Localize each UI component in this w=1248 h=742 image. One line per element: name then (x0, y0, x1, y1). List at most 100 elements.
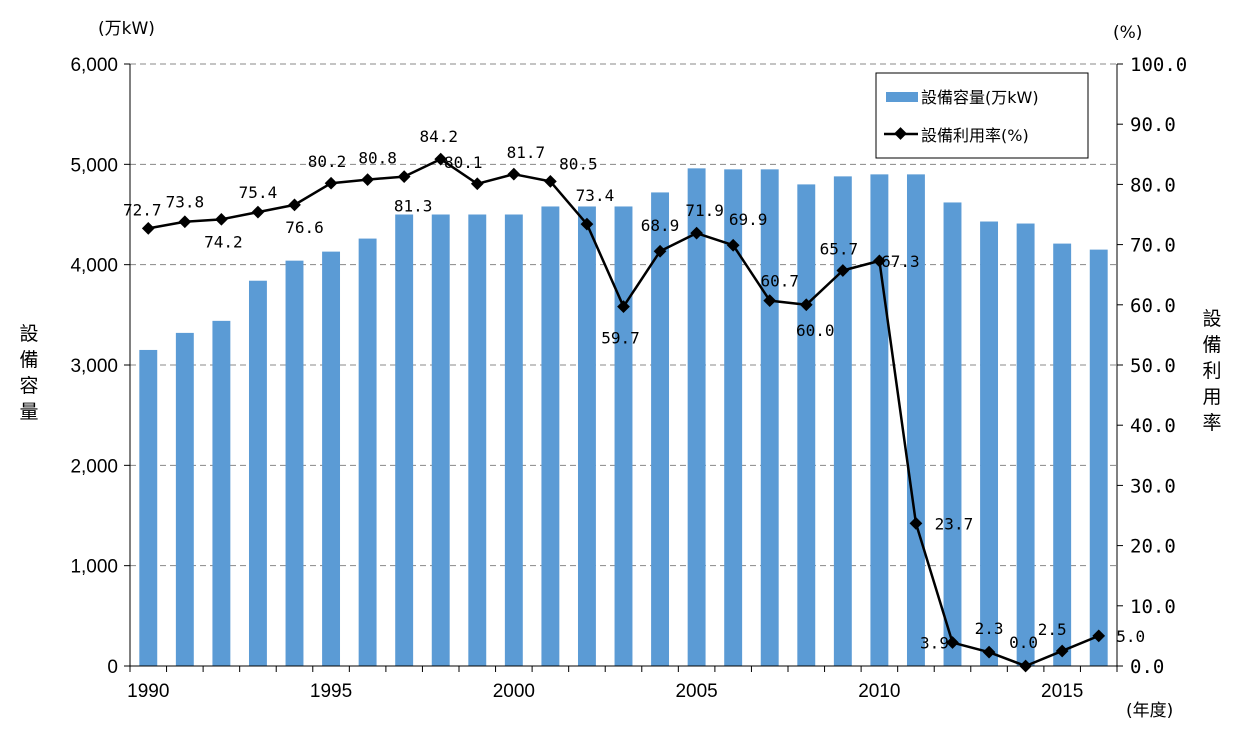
capacity-bar (1089, 249, 1108, 666)
utilization-point (215, 212, 228, 226)
utilization-point (361, 173, 374, 186)
y-right-tick-label: 50.0 (1130, 355, 1176, 377)
axes (124, 63, 1123, 672)
y-right-tick-label: 20.0 (1130, 536, 1176, 558)
axis-title-char: 利 (1202, 360, 1221, 382)
capacity-bar (285, 260, 304, 666)
utilization-point (324, 176, 338, 190)
utilization-point (507, 167, 521, 181)
utilization-data-label: 2.5 (1038, 620, 1067, 639)
x-tick-label: 2010 (858, 681, 900, 702)
capacity-bar (468, 214, 487, 666)
x-axis-unit: (年度) (1126, 701, 1173, 721)
y-left-unit: (万kW) (98, 19, 155, 39)
axis-title-char: 備 (19, 349, 38, 371)
capacity-bars (139, 168, 1108, 667)
y-right-unit: (%) (1113, 23, 1142, 43)
utilization-point (251, 205, 265, 219)
utilization-point (141, 221, 155, 235)
utilization-point (434, 152, 448, 166)
capacity-bar (577, 206, 596, 666)
y-left-tick-label: 3,000 (70, 356, 118, 377)
x-tick-label: 1990 (127, 681, 169, 702)
utilization-data-label: 0.0 (1009, 633, 1038, 652)
utilization-data-label: 59.7 (601, 329, 640, 348)
y-left-tick-label: 5,000 (70, 155, 118, 176)
utilization-data-label: 80.2 (308, 152, 347, 171)
utilization-data-label: 23.7 (935, 514, 974, 533)
capacity-bar (906, 174, 925, 666)
y-left-tick-label: 6,000 (70, 55, 118, 76)
axis-title-char: 備 (1202, 334, 1221, 356)
y-right-tick-label: 10.0 (1130, 596, 1176, 618)
utilization-data-label: 73.4 (576, 186, 615, 205)
utilization-data-label: 73.8 (166, 193, 205, 212)
x-tick-label: 2000 (493, 681, 535, 702)
y-right-tick-label: 80.0 (1130, 174, 1176, 196)
capacity-bar (760, 169, 779, 666)
tick-labels: 0 1,000 2,000 3,000 4,000 5,000 6,000 0.0 10.0 20… (70, 54, 1187, 702)
capacity-bar (212, 320, 231, 666)
x-tick-label: 2015 (1041, 681, 1083, 702)
capacity-bar (833, 176, 852, 666)
legend-bar-swatch (886, 92, 918, 102)
axis-title-char: 設 (19, 323, 38, 345)
utilization-data-label: 81.3 (394, 197, 433, 216)
legend-capacity-label: 設備容量(万kW) (921, 88, 1039, 107)
utilization-point (288, 198, 301, 212)
legend-utilization-label: 設備利用率(%) (921, 126, 1029, 145)
y-left-tick-label: 4,000 (70, 256, 118, 277)
legend: 設備容量(万kW) 設備利用率(%) (875, 72, 1089, 159)
y-right-tick-label: 30.0 (1130, 475, 1176, 497)
utilization-data-label: 80.5 (559, 154, 598, 173)
capacity-bar (395, 214, 414, 666)
utilization-data-label: 80.1 (444, 153, 483, 172)
utilization-point (397, 170, 411, 183)
y-right-tick-label: 60.0 (1130, 295, 1176, 317)
data-labels: 72.7 73.8 74.2 75.4 76.6 80.2 80.8 81.3 84.2 80.1… (123, 127, 1145, 652)
capacity-bar (1053, 243, 1072, 666)
utilization-data-label: 76.6 (285, 218, 324, 237)
utilization-data-label: 81.7 (507, 143, 546, 162)
y-left-label: 設備容量 (19, 323, 38, 423)
axis-title-char: 率 (1202, 412, 1221, 434)
capacity-bar (504, 214, 523, 666)
y-right-tick-label: 70.0 (1130, 235, 1176, 257)
axis-title-char: 量 (19, 401, 38, 423)
capacity-bar (614, 206, 633, 666)
utilization-data-label: 72.7 (123, 200, 162, 219)
x-tick-label: 2005 (675, 681, 717, 702)
utilization-data-label: 60.0 (796, 321, 835, 340)
utilization-data-label: 75.4 (239, 183, 278, 202)
capacity-bar (687, 168, 706, 666)
utilization-data-label: 3.9 (920, 634, 949, 653)
axis-title-char: 用 (1202, 386, 1221, 408)
utilization-data-label: 80.8 (358, 149, 397, 168)
capacity-bar (651, 192, 670, 666)
capacity-bar (1016, 223, 1035, 666)
utilization-data-label: 74.2 (204, 232, 243, 251)
capacity-bar (943, 202, 962, 666)
utilization-data-label: 65.7 (820, 239, 859, 258)
utilization-data-label: 68.9 (641, 216, 680, 235)
y-right-tick-label: 40.0 (1130, 415, 1176, 437)
capacity-bar (870, 174, 889, 666)
utilization-data-label: 84.2 (419, 127, 458, 146)
utilization-data-label: 2.3 (975, 619, 1004, 638)
utilization-data-label: 67.3 (881, 252, 920, 271)
y-left-tick-label: 0 (107, 657, 118, 678)
utilization-point (470, 177, 484, 191)
y-left-tick-label: 1,000 (70, 557, 118, 578)
capacity-bar (980, 221, 999, 667)
capacity-bar (248, 280, 267, 666)
capacity-bar (358, 238, 377, 666)
y-left-tick-label: 2,000 (70, 456, 118, 477)
utilization-data-label: 60.7 (760, 272, 799, 291)
capacity-bar (797, 184, 816, 666)
capacity-bar (175, 332, 194, 666)
y-right-label: 設備利用率 (1202, 308, 1221, 434)
axis-title-char: 容 (19, 375, 38, 397)
y-right-tick-label: 100.0 (1130, 54, 1187, 76)
capacity-bar (724, 169, 743, 666)
